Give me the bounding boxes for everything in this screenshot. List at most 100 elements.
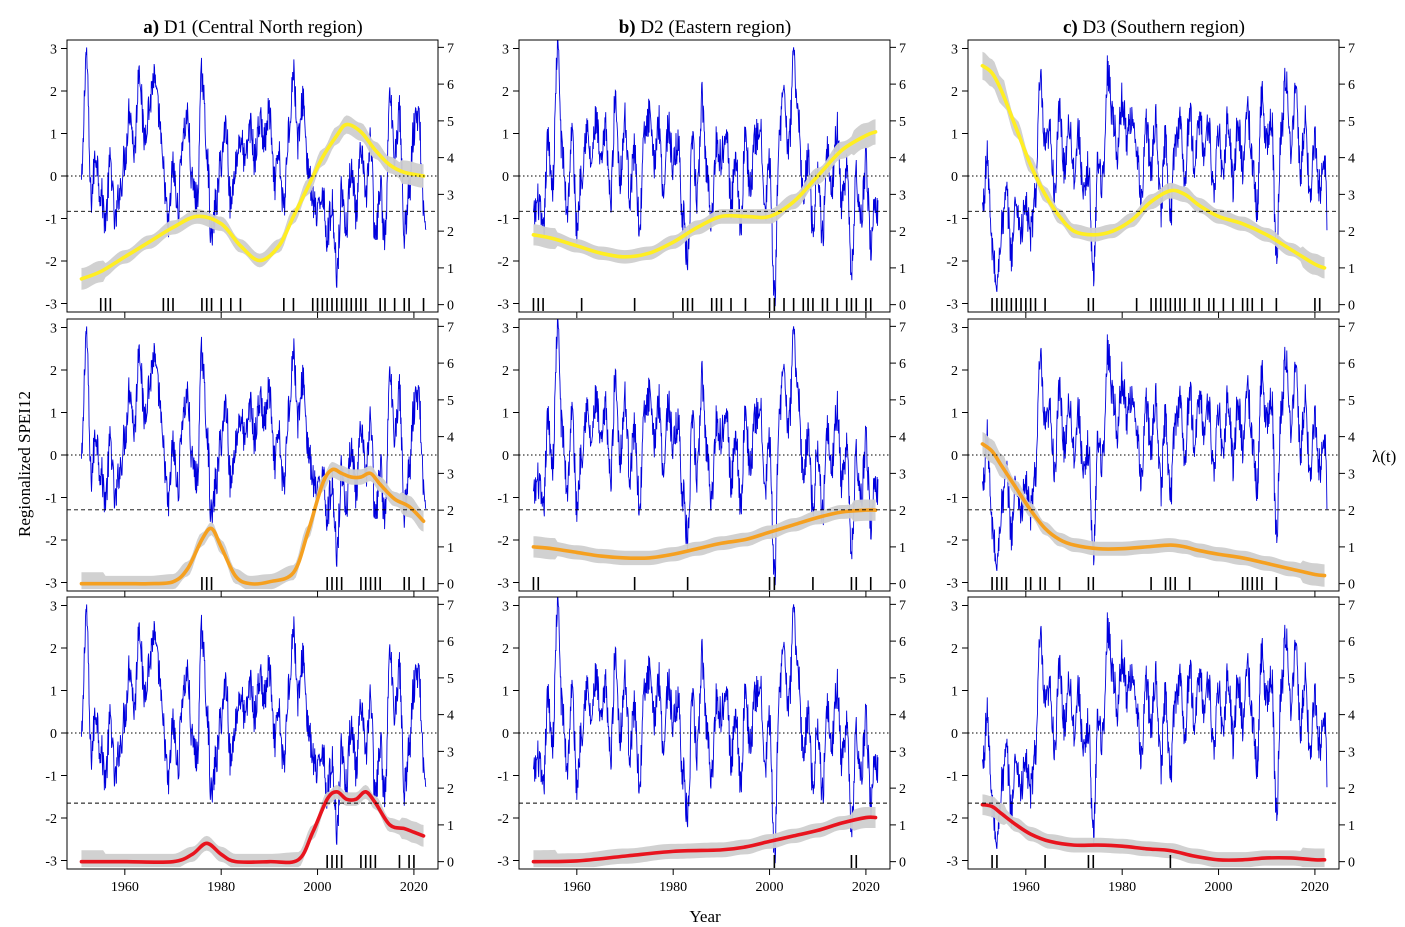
panel-plot-area [79,326,427,590]
y-left-tick-label: -3 [497,855,509,870]
y-right-tick-label: 2 [1348,504,1355,519]
lambda-curve [531,130,878,259]
y-right-tick-label: 1 [1348,541,1355,556]
panel-plot-area [531,319,879,586]
y-right-tick-label: 3 [447,745,454,760]
x-tick-label: 2020 [852,880,880,895]
y-right-tick-label: 1 [899,819,906,834]
spei-series-line [982,612,1328,850]
y-left-tick-label: -1 [497,492,509,507]
y-axis-right-title: λ(t) [1372,447,1396,466]
x-tick-label: 2000 [1205,880,1233,895]
lambda-curve [79,790,426,865]
event-rug [991,298,1321,311]
y-left-tick-label: -2 [946,534,958,549]
y-right-tick-label: 5 [447,394,454,409]
y-left-tick-label: 3 [951,43,958,58]
lambda-curve [79,122,426,281]
y-right-tick-label: 6 [447,357,454,372]
y-axis-left-title: Regionalized SPEI12 [15,391,34,537]
x-tick-label: 1980 [207,880,235,895]
y-left-tick-label: -1 [45,213,57,228]
y-right-tick-label: 3 [1348,467,1355,482]
y-right-tick-label: 6 [447,78,454,93]
y-left-tick-label: 1 [50,685,57,700]
y-right-tick-label: 1 [447,819,454,834]
lambda-confidence-band [533,499,876,566]
y-left-tick-label: -2 [946,255,958,270]
panel-title-c: c) D3 (Southern region) [1063,17,1245,38]
panel-plot-area [79,604,427,868]
x-tick-label: 1960 [111,880,139,895]
y-left-tick-label: 1 [50,407,57,422]
panel-plot-area [531,40,879,307]
y-right-tick-label: 3 [447,467,454,482]
y-left-tick-label: -2 [497,255,509,270]
y-left-tick-label: 0 [502,449,509,464]
y-left-tick-label: 0 [50,449,57,464]
y-right-tick-label: 5 [1348,115,1355,130]
y-right-tick-label: 2 [899,225,906,240]
y-right-tick-label: 2 [1348,782,1355,797]
y-left-tick-label: -1 [946,213,958,228]
y-right-tick-label: 0 [899,578,906,593]
lambda-confidence-band [81,115,424,290]
y-right-tick-label: 5 [899,394,906,409]
y-left-tick-label: 2 [951,642,958,657]
y-right-tick-label: 2 [899,782,906,797]
y-right-tick-label: 3 [899,188,906,203]
y-right-tick-label: 4 [447,431,454,446]
y-left-tick-label: 2 [502,85,509,100]
y-left-tick-label: 0 [50,727,57,742]
y-right-tick-label: 1 [447,262,454,277]
lambda-confidence-band [982,431,1325,587]
y-left-tick-label: 3 [502,43,509,58]
lambda-confidence-band [533,119,876,264]
lambda-curve [531,815,878,864]
event-rug [991,577,1278,590]
y-left-tick-label: 2 [951,364,958,379]
panel-plot-area [980,612,1328,868]
y-right-tick-label: 6 [1348,78,1355,93]
y-left-tick-label: 0 [502,170,509,185]
y-left-tick-label: 3 [50,600,57,615]
y-right-tick-label: 0 [899,299,906,314]
y-right-tick-label: 5 [899,672,906,687]
panels: -3 -2 -1 0 1 2 3 0 1 2 3 4 5 6 7 -3 -2 -1 0 1 2 3 0 1 2 3 4 5 6 7 -3 -2… [45,39,1355,895]
x-tick-label: 1980 [659,880,687,895]
y-right-tick-label: 0 [1348,299,1355,314]
y-right-tick-label: 7 [447,41,454,56]
y-left-tick-label: 2 [50,364,57,379]
y-right-tick-label: 3 [899,467,906,482]
event-rug [99,298,425,311]
lambda-confidence-band [81,461,424,590]
y-right-tick-label: 7 [447,598,454,613]
y-left-tick-label: -1 [946,770,958,785]
panel-1-1: -3 -2 -1 0 1 2 3 0 1 2 3 4 5 6 7 [497,318,906,597]
y-right-tick-label: 7 [1348,320,1355,335]
x-tick-label: 2000 [304,880,332,895]
panel-title-a: a) D1 (Central North region) [143,17,363,38]
y-right-tick-label: 7 [899,598,906,613]
y-right-tick-label: 3 [447,188,454,203]
y-left-tick-label: 0 [951,449,958,464]
y-right-tick-label: 2 [899,504,906,519]
spei-series-line [533,319,879,586]
spei-series-line [533,40,879,307]
y-right-tick-label: 6 [447,635,454,650]
y-right-tick-label: 6 [899,78,906,93]
event-rug [532,577,872,590]
y-left-tick-label: -2 [946,812,958,827]
y-right-tick-label: 6 [899,357,906,372]
spei-series-line [81,326,427,567]
spei-series-line [81,604,427,845]
y-right-tick-label: 4 [1348,431,1355,446]
event-rug [326,855,415,868]
y-right-tick-label: 0 [447,856,454,871]
y-right-tick-label: 3 [1348,188,1355,203]
y-right-tick-label: 3 [899,745,906,760]
y-left-tick-label: 1 [951,407,958,422]
y-left-tick-label: -2 [497,534,509,549]
y-right-tick-label: 6 [1348,357,1355,372]
y-right-tick-label: 4 [899,431,906,446]
